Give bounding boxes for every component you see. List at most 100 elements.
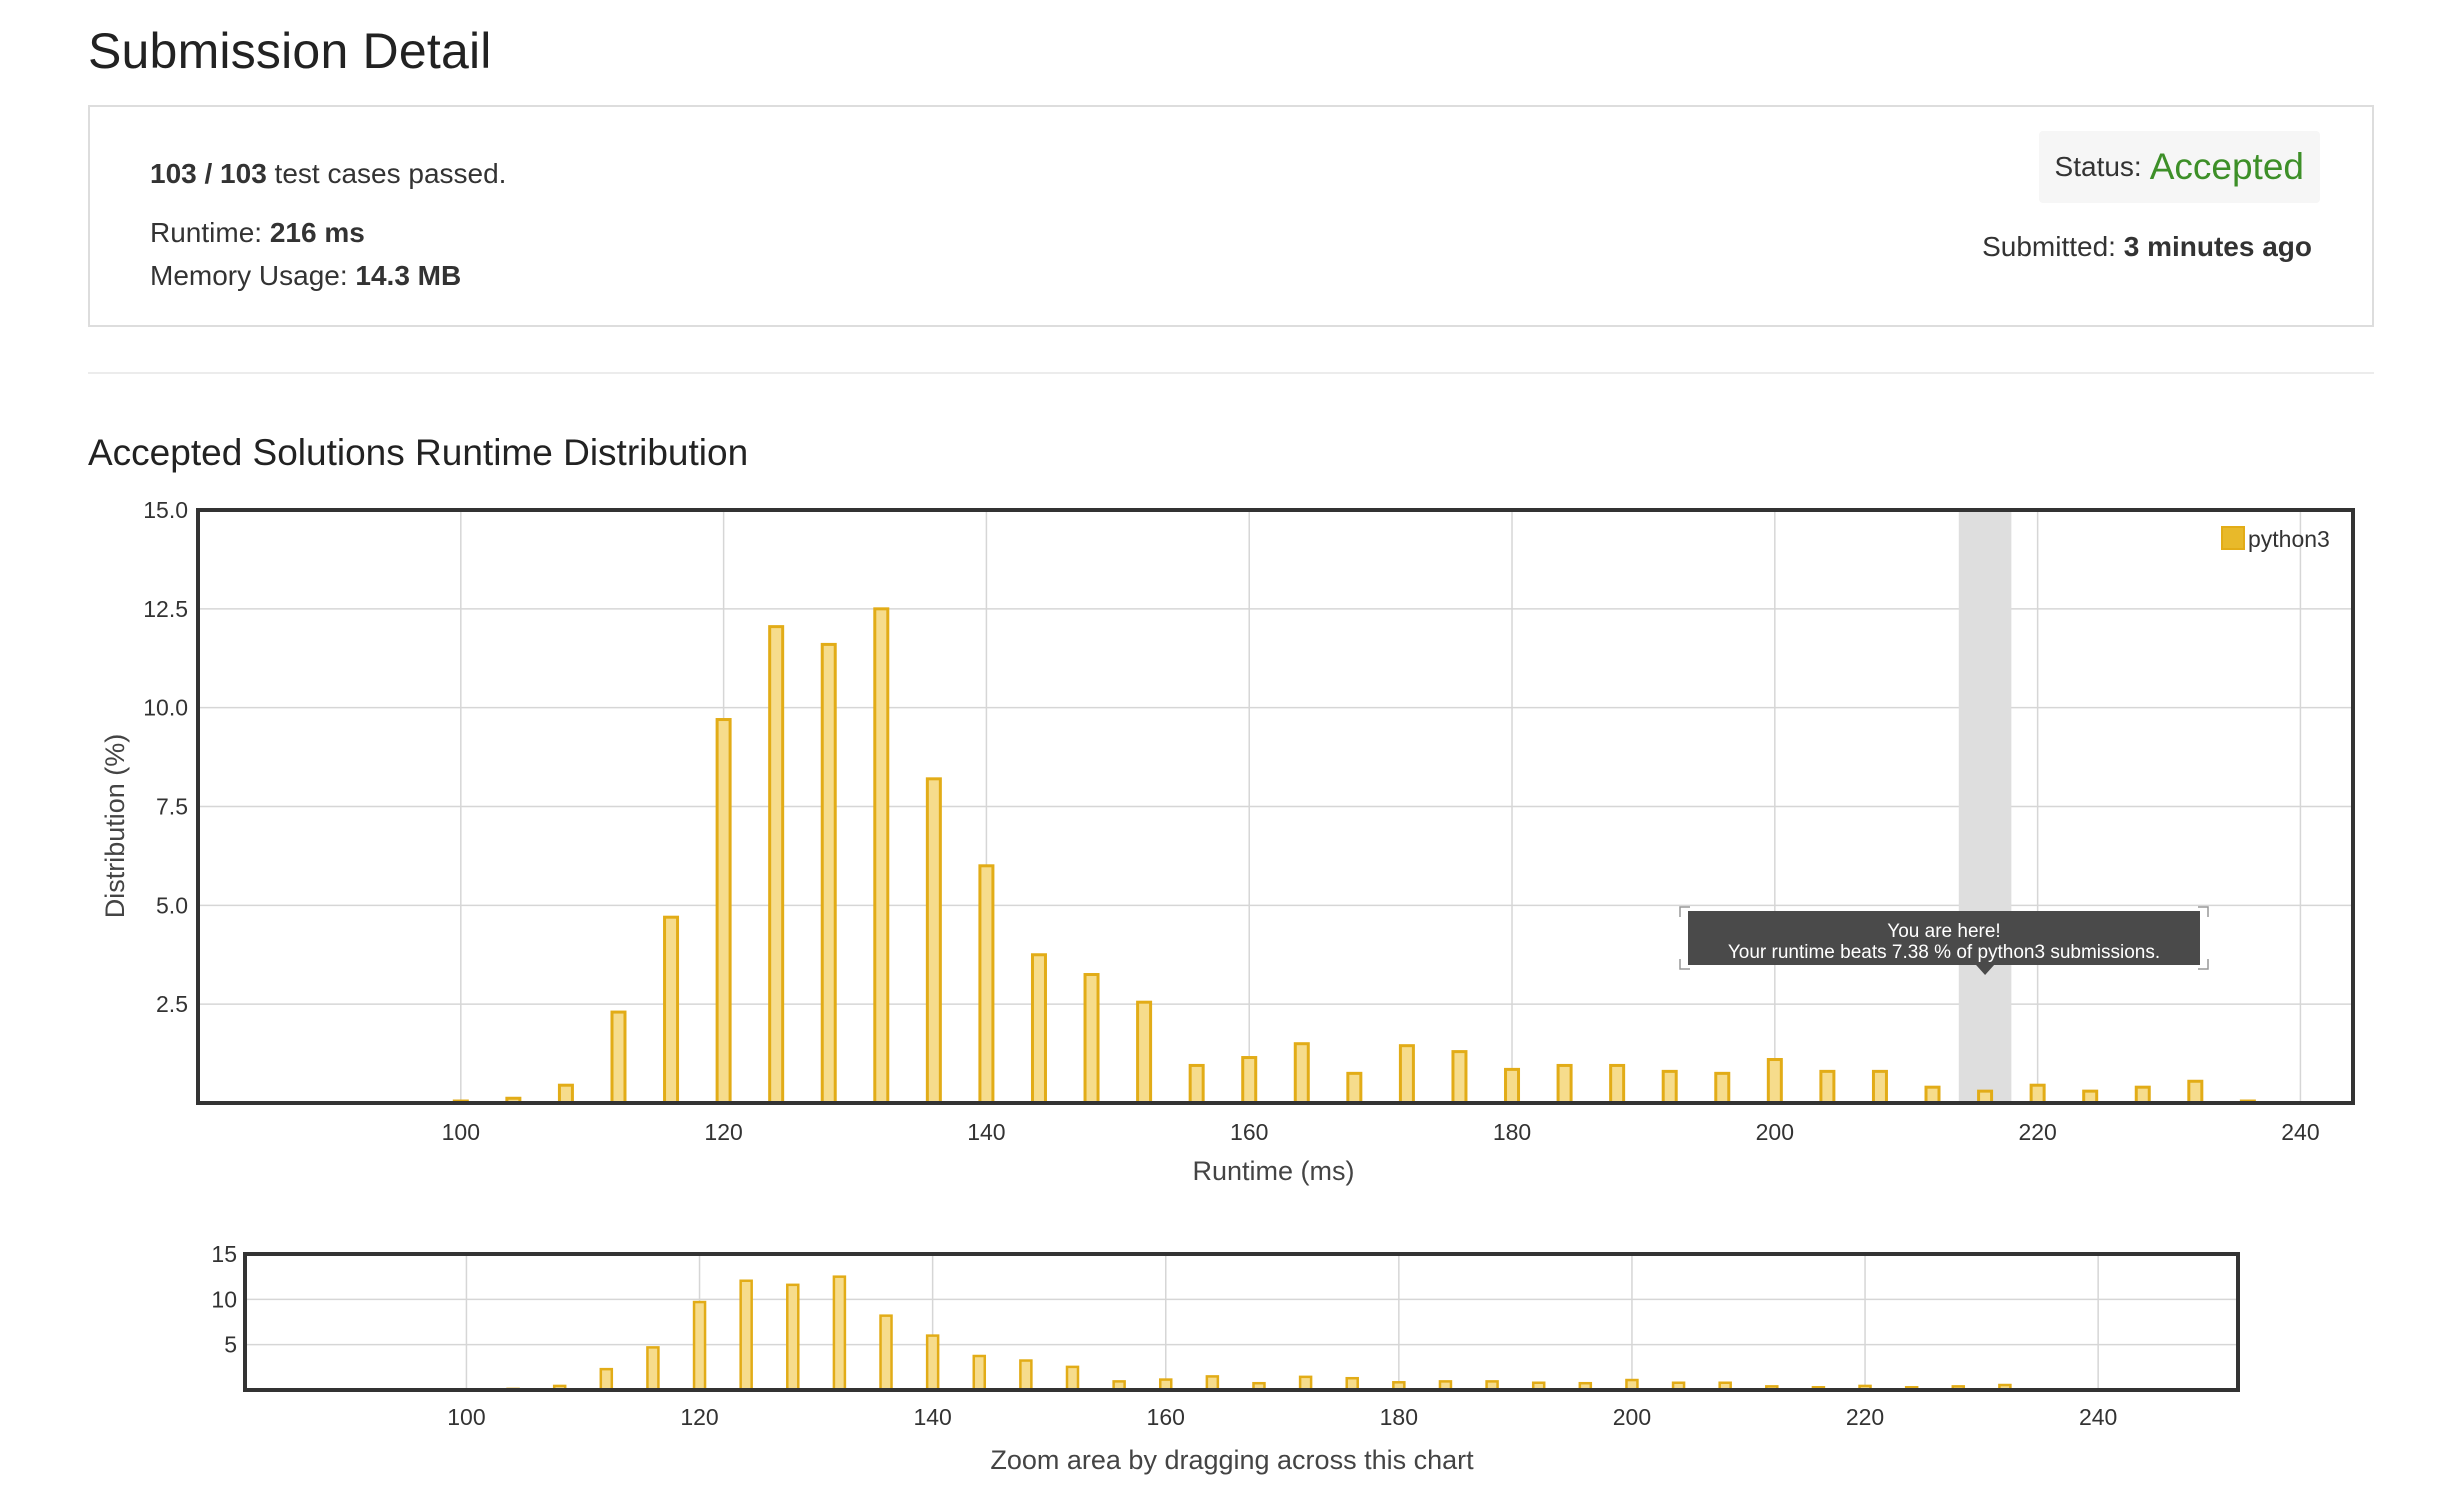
tooltip-corner <box>1679 959 1690 970</box>
navigator-bar[interactable] <box>786 1283 800 1392</box>
tooltip-pointer <box>1976 965 1995 975</box>
navigator-bar[interactable] <box>925 1334 940 1392</box>
distribution-bar[interactable] <box>1188 1063 1205 1105</box>
navigator-bar[interactable] <box>879 1314 893 1392</box>
memory-row: Memory Usage: 14.3 MB <box>150 260 461 292</box>
navigator-frame <box>243 1252 2240 1392</box>
nav-y-tick-label: 10 <box>211 1286 237 1312</box>
main-chart-frame <box>196 508 2355 1105</box>
y-tick-label: 5.0 <box>156 892 188 918</box>
navigator-bar[interactable] <box>832 1275 847 1392</box>
status-badge: Status: Accepted <box>2038 131 2320 203</box>
nav-x-tick-label: 120 <box>680 1404 718 1430</box>
distribution-bar[interactable] <box>1766 1058 1783 1105</box>
navigator-bar[interactable] <box>599 1367 614 1392</box>
distribution-bar[interactable] <box>1346 1071 1363 1105</box>
distribution-bar[interactable] <box>873 607 890 1105</box>
status-label: Status: <box>2054 151 2142 182</box>
distribution-bar[interactable] <box>1609 1063 1626 1105</box>
nav-y-tick-label: 15 <box>211 1241 237 1267</box>
nav-x-tick-label: 220 <box>1846 1404 1884 1430</box>
current-runtime-highlight-band <box>1958 510 2012 1103</box>
x-tick-label: 100 <box>442 1119 480 1145</box>
distribution-bar[interactable] <box>1661 1069 1678 1105</box>
distribution-bar[interactable] <box>1030 953 1047 1105</box>
distribution-bar[interactable] <box>2134 1085 2151 1105</box>
submission-summary-panel: 103 / 103 test cases passed. Runtime: 21… <box>88 105 2374 327</box>
runtime-label: Runtime: <box>150 217 270 248</box>
tooltip-corner <box>1679 906 1690 917</box>
y-tick-label: 12.5 <box>143 596 188 622</box>
y-axis-title: Distribution (%) <box>100 734 130 919</box>
distribution-bar[interactable] <box>557 1083 574 1105</box>
runtime-value: 216 ms <box>269 217 365 248</box>
navigator-bar[interactable] <box>972 1354 987 1392</box>
distribution-bar[interactable] <box>925 777 942 1105</box>
distribution-bar[interactable] <box>663 915 680 1105</box>
test-cases-summary: 103 / 103 test cases passed. <box>150 158 506 190</box>
page-title: Submission Detail <box>88 23 492 79</box>
distribution-bar[interactable] <box>1924 1085 1941 1105</box>
nav-y-tick-label: 5 <box>224 1332 237 1358</box>
y-tick-label: 15.0 <box>143 497 188 523</box>
status-accepted-link[interactable]: Accepted <box>2149 146 2304 187</box>
x-tick-label: 140 <box>967 1119 1005 1145</box>
submitted-label: Submitted: <box>1982 231 2124 262</box>
y-tick-label: 10.0 <box>143 695 188 721</box>
nav-x-tick-label: 200 <box>1613 1404 1651 1430</box>
distribution-bar[interactable] <box>1451 1050 1468 1105</box>
x-tick-label: 200 <box>1756 1119 1794 1145</box>
nav-x-tick-label: 100 <box>447 1404 485 1430</box>
navigator-bar[interactable] <box>646 1346 660 1392</box>
navigator-bar[interactable] <box>1019 1359 1033 1392</box>
runtime-row: Runtime: 216 ms <box>150 217 365 249</box>
distribution-bar[interactable] <box>820 642 837 1105</box>
distribution-bar[interactable] <box>1556 1063 1573 1105</box>
y-tick-label: 7.5 <box>156 794 188 820</box>
submitted-value: 3 minutes ago <box>2123 231 2312 262</box>
distribution-bar[interactable] <box>1714 1071 1731 1105</box>
x-tick-label: 220 <box>2018 1119 2056 1145</box>
distribution-bar[interactable] <box>610 1010 627 1105</box>
distribution-bar[interactable] <box>978 864 995 1105</box>
distribution-bar[interactable] <box>1398 1044 1415 1105</box>
legend-label-python3: python3 <box>2248 526 2330 552</box>
navigator-bar[interactable] <box>1065 1365 1080 1392</box>
distribution-bar[interactable] <box>1293 1042 1310 1105</box>
zoom-navigator-chart[interactable]: 100 120 140 160 180 200 220 240 5 10 15 Zoom area b… <box>211 1241 2240 1475</box>
nav-x-tick-label: 180 <box>1380 1404 1418 1430</box>
nav-x-tick-label: 240 <box>2079 1404 2117 1430</box>
nav-x-tick-label: 140 <box>913 1404 951 1430</box>
zoom-hint-text: Zoom area by dragging across this chart <box>990 1445 1474 1475</box>
tooltip-corner <box>2198 906 2209 917</box>
distribution-bar[interactable] <box>1241 1056 1258 1105</box>
x-tick-label: 240 <box>2281 1119 2319 1145</box>
x-tick-label: 180 <box>1493 1119 1531 1145</box>
x-tick-label: 120 <box>704 1119 742 1145</box>
distribution-bar[interactable] <box>2187 1079 2204 1105</box>
distribution-bar[interactable] <box>715 718 732 1105</box>
distribution-section-title: Accepted Solutions Runtime Distribution <box>88 432 749 473</box>
distribution-bar[interactable] <box>1504 1067 1521 1105</box>
legend-swatch <box>2221 526 2245 550</box>
navigator-bar[interactable] <box>739 1279 753 1392</box>
navigator-bar[interactable] <box>692 1300 707 1392</box>
test-cases-label: test cases passed. <box>266 158 507 189</box>
nav-x-tick-label: 160 <box>1147 1404 1185 1430</box>
tooltip-corner <box>2198 959 2209 970</box>
tooltip-beats-text: Your runtime beats 7.38 % of python3 sub… <box>1728 942 2160 963</box>
runtime-tooltip <box>1688 911 2200 965</box>
main-distribution-chart[interactable]: 100 120 140 160 180 200 220 240 2.5 5.0 7.5 10.0 12.… <box>100 497 2355 1186</box>
y-tick-label: 2.5 <box>156 991 188 1017</box>
distribution-bar[interactable] <box>768 625 785 1105</box>
distribution-bar[interactable] <box>2029 1083 2046 1105</box>
distribution-bar[interactable] <box>1819 1069 1836 1105</box>
navigator-bar[interactable] <box>1205 1375 1220 1392</box>
distribution-bar[interactable] <box>1871 1069 1888 1105</box>
memory-value: 14.3 MB <box>355 260 462 291</box>
distribution-bar[interactable] <box>1136 1000 1153 1105</box>
memory-label: Memory Usage: <box>150 260 356 291</box>
distribution-bar[interactable] <box>1083 973 1100 1105</box>
chart-overlay: You are here!Your runtime beats 7.38 % o… <box>1679 906 2209 975</box>
